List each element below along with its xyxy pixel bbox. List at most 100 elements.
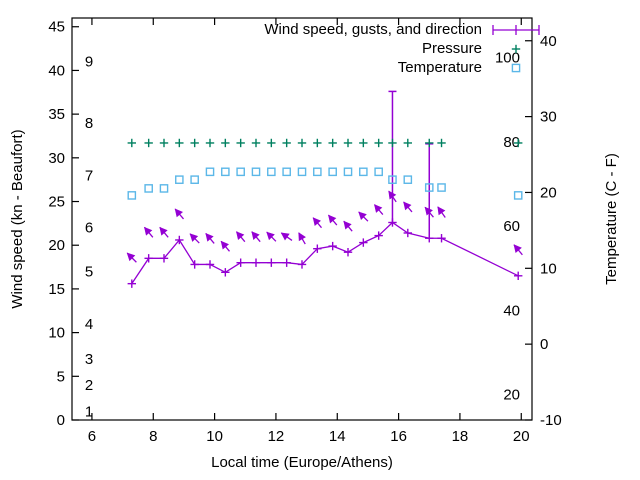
temperature-point — [343, 167, 353, 177]
arrow-head — [205, 232, 214, 242]
legend-label: Pressure — [422, 40, 482, 57]
wind-direction-arrow — [437, 206, 446, 218]
legend-marker-temperature — [511, 63, 521, 73]
arrow-head — [424, 206, 433, 216]
wind-direction-arrow — [159, 226, 169, 238]
fahrenheit-label: 60 — [503, 218, 520, 235]
wind-direction-arrow — [358, 211, 369, 222]
arrow-head — [174, 208, 183, 218]
x-tick-label: 14 — [329, 428, 346, 445]
y-tick-label-kn: 15 — [48, 281, 65, 298]
temperature-point — [374, 167, 383, 177]
legend-label: Temperature — [398, 59, 482, 76]
temperature-point — [437, 183, 446, 192]
temperature-point — [313, 167, 322, 177]
arrow-head — [358, 211, 367, 221]
chart-legend: Wind speed, gusts, and direction Pressure… — [264, 21, 540, 76]
arrow-head — [189, 233, 199, 242]
y-tick-label-celsius: 10 — [540, 260, 557, 277]
temperature-point — [388, 175, 397, 184]
beaufort-label: 1 — [85, 403, 93, 420]
y-tick-label-celsius: 30 — [540, 109, 557, 126]
temperature-point — [359, 167, 368, 177]
fahrenheit-label: 40 — [503, 302, 520, 319]
arrow-head — [388, 190, 397, 200]
temperature-point — [328, 167, 337, 177]
wind-direction-arrow — [312, 217, 323, 229]
x-tick-label: 6 — [88, 428, 96, 445]
temperature-point — [297, 167, 307, 177]
x-tick-label: 8 — [149, 428, 157, 445]
temperature-point — [144, 184, 153, 193]
legend-square — [511, 63, 521, 73]
temperature-point — [403, 175, 413, 184]
y-tick-label-kn: 35 — [48, 106, 65, 123]
y-axis-right-ticks: -10 0 10 20 30 40 — [525, 33, 562, 429]
beaufort-label: 3 — [85, 351, 93, 368]
arrow-head — [220, 240, 229, 250]
y-axis-right-fahrenheit-labels: 20 40 60 80 100 — [495, 50, 520, 404]
y-tick-label-kn: 10 — [48, 325, 65, 342]
y-tick-label-celsius: -10 — [540, 412, 562, 429]
series-pressure — [127, 138, 523, 148]
fahrenheit-label: 80 — [503, 134, 520, 151]
temperature-point — [282, 167, 291, 177]
temperature-point — [236, 167, 245, 177]
wind-direction-arrow — [174, 208, 185, 220]
y-axis-right-title: Temperature (C - F) — [603, 153, 620, 285]
y-tick-label-kn: 0 — [57, 412, 65, 429]
wind-direction-arrow — [513, 244, 523, 256]
wind-direction-arrow — [266, 231, 277, 242]
x-axis-title: Local time (Europe/Athens) — [211, 454, 393, 471]
wind-direction-arrow — [403, 201, 413, 213]
legend-marker-wind — [492, 25, 540, 35]
wind-direction-arrow — [298, 232, 306, 245]
arrow-head — [328, 214, 337, 224]
y-tick-label-kn: 30 — [48, 150, 65, 167]
fahrenheit-label: 100 — [495, 50, 520, 67]
arrow-head — [126, 252, 136, 262]
arrow-head — [159, 226, 168, 236]
x-tick-label: 16 — [390, 428, 407, 445]
arrow-head — [437, 206, 446, 216]
arrow-head — [266, 231, 275, 241]
arrow-head — [513, 244, 522, 254]
temperature-point — [513, 191, 523, 200]
wind-direction-arrow — [373, 204, 384, 216]
y-tick-label-celsius: 0 — [540, 336, 548, 353]
series-wind-speed — [127, 218, 523, 288]
wind-direction-arrow — [251, 231, 261, 243]
y-tick-label-kn: 5 — [57, 368, 65, 385]
wind-direction-arrow — [280, 232, 293, 241]
y-tick-label-celsius: 40 — [540, 33, 557, 50]
beaufort-label: 6 — [85, 220, 93, 237]
wind-direction-arrow — [189, 233, 200, 244]
beaufort-label: 5 — [85, 263, 93, 280]
temperature-point — [424, 183, 434, 192]
arrow-head — [236, 231, 245, 240]
beaufort-label: 8 — [85, 115, 93, 132]
legend-label: Wind speed, gusts, and direction — [264, 21, 482, 38]
arrow-head — [312, 217, 321, 226]
temperature-point — [127, 191, 137, 200]
wind-direction-arrow — [235, 231, 246, 243]
wind-direction-arrow — [220, 240, 231, 252]
y-tick-label-kn: 25 — [48, 194, 65, 211]
beaufort-label: 7 — [85, 167, 93, 184]
beaufort-label: 9 — [85, 54, 93, 71]
arrow-head — [403, 201, 412, 211]
series-temperature — [127, 167, 523, 200]
wind-speed-line — [131, 221, 519, 285]
temperature-point — [251, 167, 261, 177]
arrow-head — [343, 220, 352, 230]
beaufort-label: 2 — [85, 377, 93, 394]
plot-frame — [71, 17, 533, 421]
wind-direction-arrow — [126, 252, 137, 263]
wind-direction-arrow — [343, 220, 353, 232]
x-tick-label: 20 — [513, 428, 530, 445]
arrow-head — [144, 226, 153, 236]
arrow-head — [374, 204, 383, 213]
